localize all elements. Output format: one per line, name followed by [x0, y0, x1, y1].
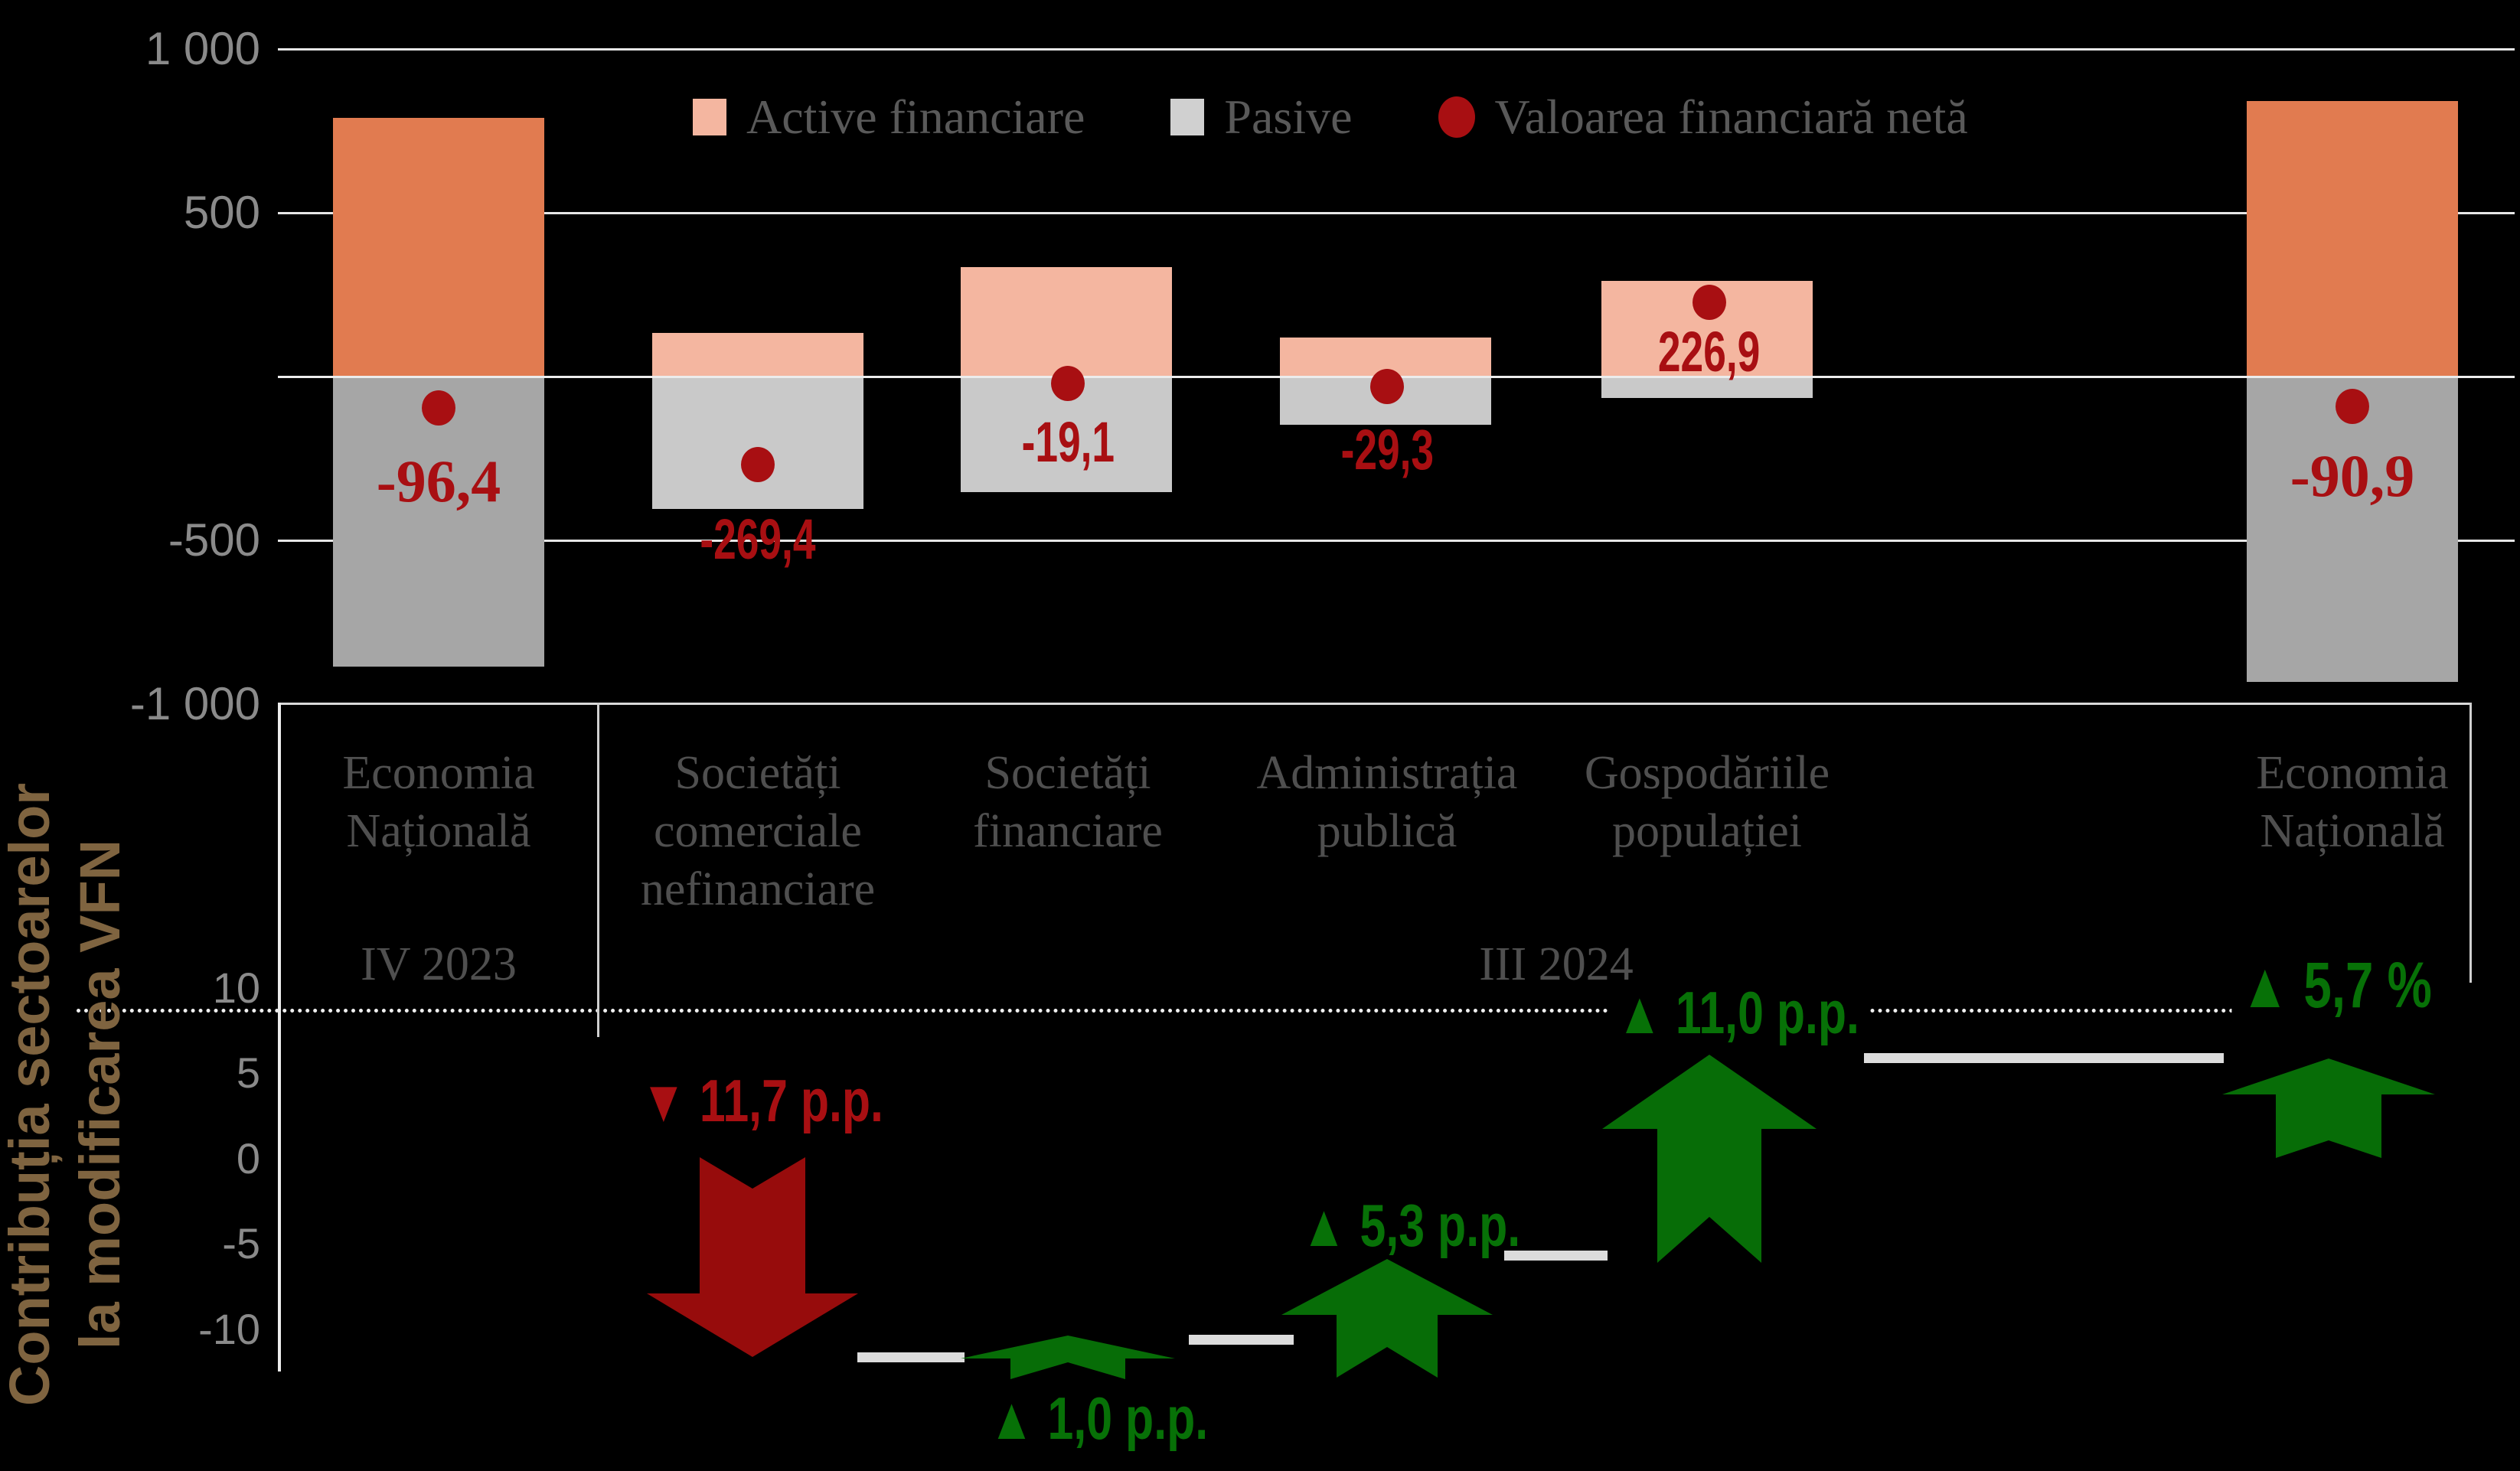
category-snf: Societăți comerciale nefinanciare [640, 747, 876, 915]
legend-item-vfn: Valoarea financiară netă [1438, 89, 1968, 145]
bar-pasive-economia-iii2024 [2247, 377, 2458, 682]
top-ytick-500: 500 [183, 187, 260, 238]
connector-after-ap [1504, 1251, 1608, 1261]
label-box-left-border [278, 703, 281, 1372]
top-ytick-neg1000: -1 000 [129, 678, 260, 729]
active-financiare-swatch-icon [693, 99, 726, 135]
label-box-right-border [2469, 703, 2472, 983]
label-box-top-border [278, 703, 2472, 705]
label-box-divider [597, 703, 599, 1037]
down-arrow-snf-icon [647, 1157, 858, 1357]
period-iii-2024: III 2024 [1479, 938, 1634, 990]
category-ap: Administrația publică [1256, 747, 1518, 857]
gridline-1000 [278, 48, 2515, 51]
bar-active-sf [961, 267, 1172, 377]
period-iv-2023: IV 2023 [361, 938, 517, 990]
category-gp: Gospodăriile populației [1584, 747, 1830, 857]
bar-active-economia-iv2023 [333, 118, 544, 377]
bottom-ytick-neg5: -5 [222, 1219, 260, 1267]
bar-pasive-gp [1601, 377, 1813, 398]
up-arrow-sf-icon [961, 1336, 1175, 1379]
net-dot-gp [1693, 285, 1726, 320]
net-value-ap: -29,3 [1340, 418, 1434, 481]
net-dot-sf [1051, 366, 1085, 401]
legend-label-pasive: Pasive [1224, 90, 1353, 144]
connector-after-gp [1864, 1053, 2224, 1063]
bottom-ytick-0: 0 [236, 1134, 260, 1182]
net-dot-snf [741, 447, 775, 482]
net-dot-economia-iv2023 [422, 390, 455, 426]
contrib-label-gp: ▲ 11,0 p.p. [1508, 981, 1967, 1044]
up-arrow-gp-icon [1602, 1055, 1817, 1263]
net-value-economia-iii2024: -90,9 [2290, 442, 2415, 509]
contrib-label-snf: ▼ 11,7 p.p. [640, 1067, 883, 1134]
net-value-economia-iv2023: -96,4 [376, 448, 501, 514]
bar-active-economia-iii2024 [2247, 101, 2458, 377]
net-value-dot-icon [1438, 96, 1475, 138]
contrib-label-ap: ▲ 5,3 p.p. [1301, 1192, 1521, 1259]
top-ytick-1000: 1 000 [145, 23, 260, 74]
up-arrow-ap-icon [1281, 1259, 1493, 1378]
legend-item-active: Active financiare [693, 89, 1085, 145]
bottom-ytick-10: 10 [212, 964, 260, 1012]
connector-after-sf [1189, 1335, 1294, 1345]
up-arrow-total-icon [2222, 1058, 2435, 1158]
net-value-snf: -269,4 [700, 507, 816, 571]
category-economia-iv2023: Economia Națională [342, 747, 535, 857]
legend-item-pasive: Pasive [1170, 89, 1353, 145]
top-ytick-neg500: -500 [168, 514, 260, 566]
legend-label-vfn: Valoarea financiară netă [1494, 90, 1968, 144]
dotted-reference-line [77, 1009, 2251, 1013]
legend: Active financiare Pasive Valoarea financ… [693, 89, 1968, 145]
contrib-label-total: ▲ 5,7 % [2107, 953, 2520, 1017]
net-value-sf: -19,1 [1021, 410, 1115, 474]
legend-label-active: Active financiare [746, 90, 1085, 144]
bar-active-snf [652, 333, 863, 377]
category-sf: Societăți financiare [973, 747, 1163, 857]
gridline-neg500 [278, 540, 2515, 542]
bar-pasive-snf [652, 377, 863, 509]
bottom-ytick-5: 5 [236, 1049, 260, 1097]
gridline-500 [278, 212, 2515, 214]
bottom-ytick-neg10: -10 [198, 1305, 260, 1353]
net-dot-ap [1370, 369, 1404, 404]
category-economia-iii2024: Economia Națională [2256, 747, 2449, 857]
net-value-gp: 226,9 [1658, 320, 1761, 383]
pasive-swatch-icon [1170, 99, 1205, 135]
net-dot-economia-iii2024 [2336, 389, 2369, 424]
connector-after-snf [857, 1352, 965, 1362]
contrib-label-sf: ▲ 1,0 p.p. [988, 1385, 1209, 1452]
